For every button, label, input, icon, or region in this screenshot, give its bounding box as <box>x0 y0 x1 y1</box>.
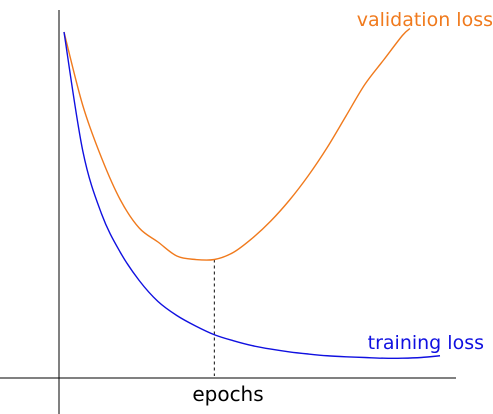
axes <box>0 10 456 414</box>
validation-loss-curve <box>63 27 411 261</box>
training-loss-label: training loss <box>368 332 484 354</box>
training-loss-curve <box>63 31 441 359</box>
x-axis-label: epochs <box>192 382 263 406</box>
validation-loss-label: validation loss <box>357 9 493 31</box>
